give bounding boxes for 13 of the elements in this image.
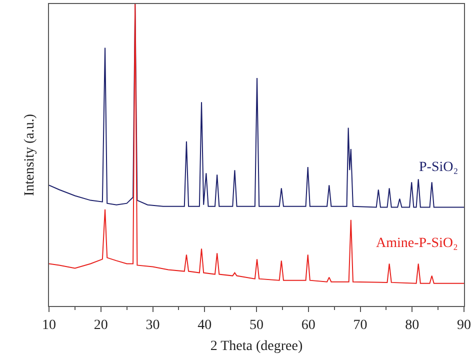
series-label: Amine-P-SiO₂ [376,236,458,251]
x-tick-label: 20 [94,318,108,333]
x-tick-label: 90 [457,318,471,333]
x-tick-label: 40 [198,318,212,333]
x-tick-label: 30 [146,318,160,333]
x-tick-label: 70 [353,318,368,333]
y-axis-title: Intensity (a.u.) [22,114,38,196]
series-label: P-SiO₂ [419,160,458,175]
x-tick-label: 60 [301,318,316,333]
x-tick-label: 80 [405,318,420,333]
x-tick-label: 50 [250,318,264,333]
x-tick-label: 10 [42,318,56,333]
x-axis-title: 2 Theta (degree) [210,339,303,354]
